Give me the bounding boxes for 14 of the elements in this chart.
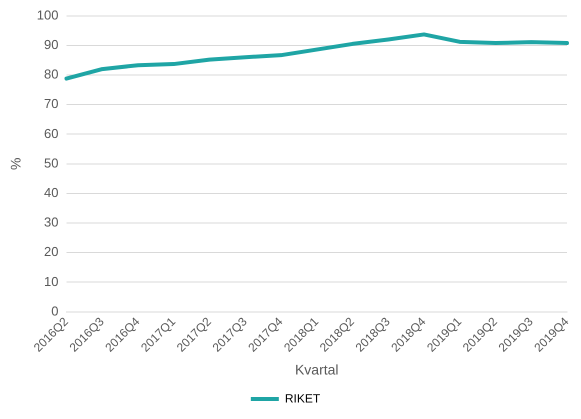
y-tick-label: 80 xyxy=(44,66,58,82)
y-tick-label: 0 xyxy=(51,303,58,318)
y-tick-label: 100 xyxy=(36,7,58,22)
y-axis-title: % xyxy=(7,158,24,170)
x-axis-title: Kvartal xyxy=(294,361,339,378)
y-tick-label: 60 xyxy=(44,126,58,141)
y-tick-label: 50 xyxy=(44,155,58,170)
legend-label: RIKET xyxy=(284,391,321,406)
y-tick-label: 20 xyxy=(44,244,58,260)
y-tick-label: 40 xyxy=(44,184,58,200)
y-tick-label: 30 xyxy=(44,214,58,230)
y-tick-label: 10 xyxy=(44,274,58,289)
y-tick-label: 90 xyxy=(44,36,58,52)
y-tick-label: 70 xyxy=(44,96,58,112)
